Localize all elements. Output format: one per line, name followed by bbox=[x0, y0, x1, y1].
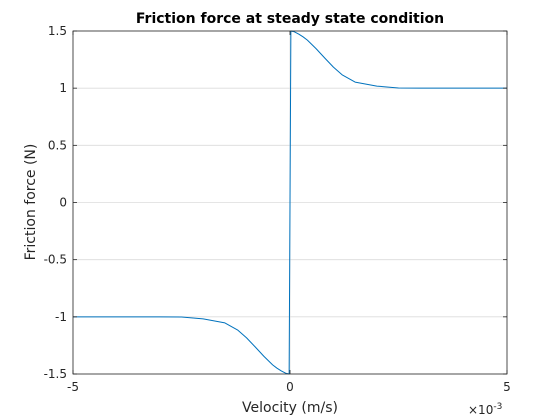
tick-layer: -5 0 5 -1.5 -1 -0.5 0 0.5 1 1.5 bbox=[44, 24, 511, 394]
x-tick-label: 5 bbox=[503, 380, 511, 394]
y-tick-label: -1.5 bbox=[44, 367, 67, 381]
y-tick-label: -1 bbox=[55, 310, 67, 324]
chart-title: Friction force at steady state condition bbox=[136, 11, 444, 27]
y-tick-label: 1 bbox=[59, 81, 67, 95]
series-line bbox=[73, 30, 507, 375]
x-exponent-base: ×10 bbox=[468, 403, 493, 417]
y-tick-label: 0.5 bbox=[48, 138, 67, 152]
x-axis-label: Velocity (m/s) bbox=[242, 400, 338, 416]
x-exponent-power: -3 bbox=[493, 402, 502, 412]
y-tick-label: 0 bbox=[59, 196, 67, 210]
x-exponent-label: ×10-3 bbox=[468, 402, 502, 417]
y-tick-label: -0.5 bbox=[44, 253, 67, 267]
x-tick-label: -5 bbox=[67, 380, 79, 394]
y-tick-label: 1.5 bbox=[48, 24, 67, 38]
y-axis-label: Friction force (N) bbox=[23, 144, 39, 261]
series-layer bbox=[73, 30, 507, 375]
x-tick-label: 0 bbox=[286, 380, 294, 394]
